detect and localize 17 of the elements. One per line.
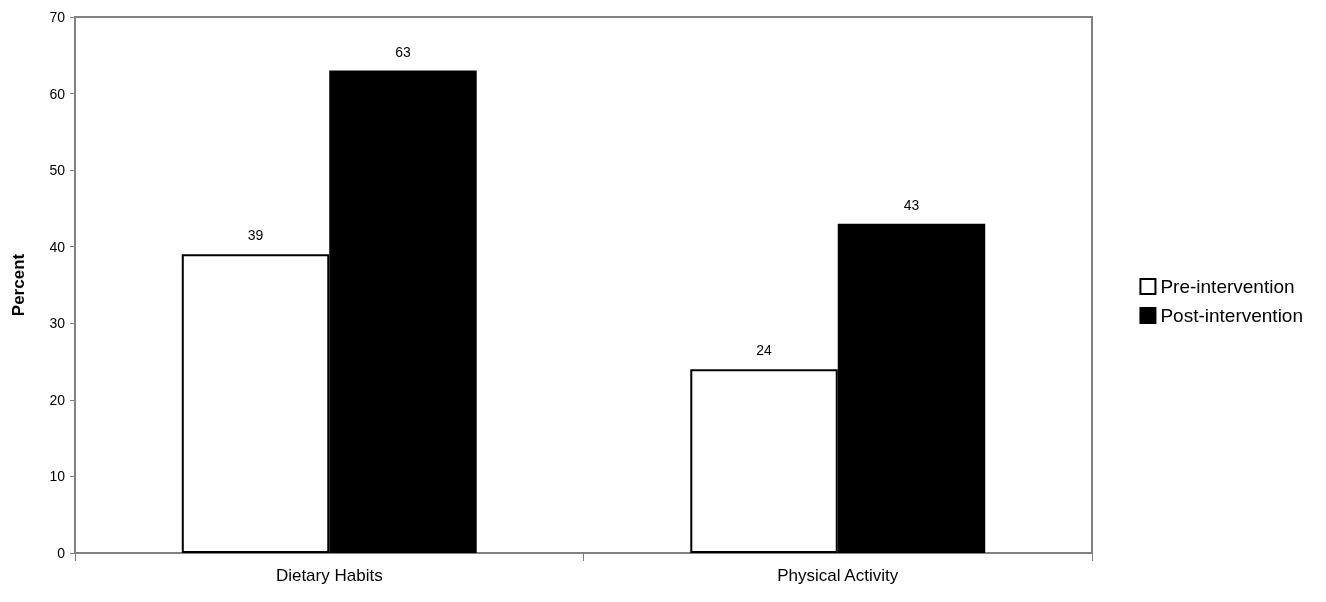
y-tick-label: 40 [49,238,66,255]
data-label: 24 [756,342,773,359]
x-tick-label: Dietary Habits [275,566,383,585]
legend-label: Pre-intervention [1160,276,1295,297]
y-tick-label: 70 [49,9,66,25]
data-label: 63 [395,43,411,60]
x-tick-label: Physical Activity [777,566,899,585]
y-tick-label: 60 [49,85,66,102]
y-axis-title: Percent [9,253,28,317]
data-label: 43 [903,196,920,213]
y-tick-label: 10 [49,468,66,485]
legend-label: Post-intervention [1160,305,1303,326]
y-tick-label: 0 [57,545,66,561]
y-tick-label: 30 [49,315,66,332]
y-tick-label: 20 [49,391,66,408]
data-label: 39 [247,227,264,244]
y-tick-label: 50 [49,162,66,179]
